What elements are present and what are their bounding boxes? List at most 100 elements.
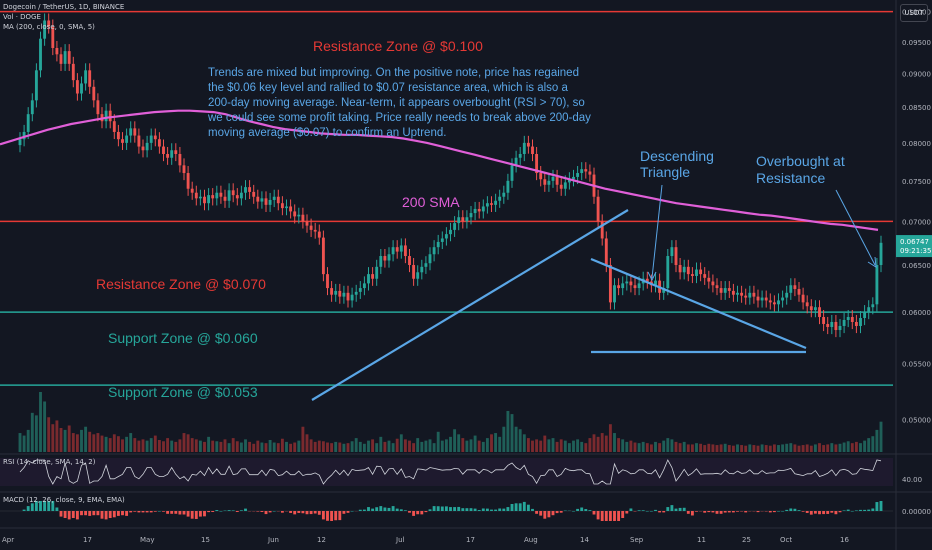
candle (449, 229, 452, 235)
macd-histogram-bar (26, 506, 30, 511)
volume-bar (818, 443, 821, 452)
candle (141, 146, 145, 151)
volume-bar (846, 441, 850, 452)
candle (555, 176, 559, 185)
volume-bar (248, 441, 252, 452)
volume-bar (465, 440, 469, 452)
x-tick-label: 16 (840, 536, 849, 544)
currency-button[interactable]: USDT (900, 4, 928, 22)
candle (662, 288, 666, 293)
volume-bar (481, 441, 485, 452)
candle (252, 191, 256, 197)
candle (194, 192, 198, 199)
macd-histogram-bar (244, 508, 247, 511)
rsi-line (19, 459, 882, 485)
candle (801, 294, 805, 303)
x-tick-label: Jun (267, 536, 279, 544)
volume-bar (436, 431, 440, 452)
macd-histogram-bar (112, 511, 116, 518)
macd-histogram-bar (75, 511, 79, 520)
candle (764, 297, 768, 301)
candle (264, 198, 268, 205)
volume-bar (588, 438, 592, 452)
macd-histogram-bar (80, 511, 83, 516)
candle (104, 110, 108, 122)
macd-histogram-bar (645, 511, 649, 512)
candle (412, 265, 416, 279)
macd-histogram-bar (358, 509, 362, 511)
price-tick-label: 0.08500 (902, 104, 931, 112)
candle (477, 208, 481, 212)
resistance-070-label: Resistance Zone @ $0.070 (96, 276, 266, 292)
candle (514, 157, 518, 166)
macd-histogram-bar (555, 511, 559, 514)
volume-bar (412, 443, 416, 452)
volume-bar (686, 444, 690, 452)
macd-histogram-bar (137, 511, 141, 513)
volume-bar (719, 444, 723, 452)
candle (543, 179, 547, 185)
macd-histogram-bar (772, 511, 776, 513)
descending-triangle-label: Descending (640, 148, 714, 164)
candle (736, 292, 739, 295)
macd-histogram-bar (436, 506, 440, 511)
macd-histogram-bar (695, 511, 698, 512)
candle (768, 300, 772, 303)
candle (231, 190, 235, 196)
candle (690, 274, 694, 276)
candle (822, 317, 826, 324)
candle (637, 283, 641, 289)
candle (63, 51, 67, 64)
macd-histogram-bar (457, 506, 461, 511)
volume-bar (350, 441, 354, 452)
volume-bar (863, 440, 867, 452)
candle (633, 285, 637, 289)
volume-bar (592, 434, 596, 452)
volume-bar (875, 429, 879, 452)
macd-histogram-bar (715, 511, 719, 514)
macd-histogram-bar (514, 503, 518, 511)
candle (391, 247, 395, 255)
volume-bar (518, 429, 522, 452)
candle (670, 247, 674, 257)
candle (469, 213, 473, 218)
candle (125, 135, 129, 143)
volume-bar (555, 441, 559, 452)
overbought-arrow (835, 189, 876, 266)
candle (235, 195, 239, 199)
macd-histogram-bar (850, 511, 854, 512)
macd-histogram-bar (268, 511, 272, 513)
volume-bar (703, 445, 707, 452)
volume-bar (43, 401, 47, 452)
macd-histogram-bar (498, 508, 502, 511)
candle (305, 221, 309, 226)
candle (494, 200, 498, 205)
candle (740, 292, 744, 296)
volume-bar (203, 441, 206, 452)
volume-bar (174, 441, 178, 452)
candle (59, 54, 63, 64)
candle (522, 142, 526, 154)
macd-histogram-bar (670, 505, 674, 511)
macd-histogram-bar (141, 511, 145, 513)
candle (354, 291, 358, 295)
candle (723, 288, 727, 293)
volume-bar (830, 443, 834, 452)
volume-bar (494, 433, 498, 452)
macd-histogram-bar (317, 511, 321, 515)
candle (781, 297, 785, 301)
candle (358, 288, 362, 292)
candle (813, 307, 817, 311)
macd-histogram-bar (637, 510, 641, 511)
volume-bar (740, 445, 744, 452)
candle (178, 153, 182, 166)
candle (506, 180, 510, 193)
macd-histogram-bar (444, 506, 448, 511)
candle (219, 192, 223, 197)
volume-bar (695, 443, 698, 452)
volume-bar (440, 440, 444, 452)
candle (47, 20, 51, 27)
volume-bar (756, 445, 760, 452)
candle (170, 150, 174, 158)
